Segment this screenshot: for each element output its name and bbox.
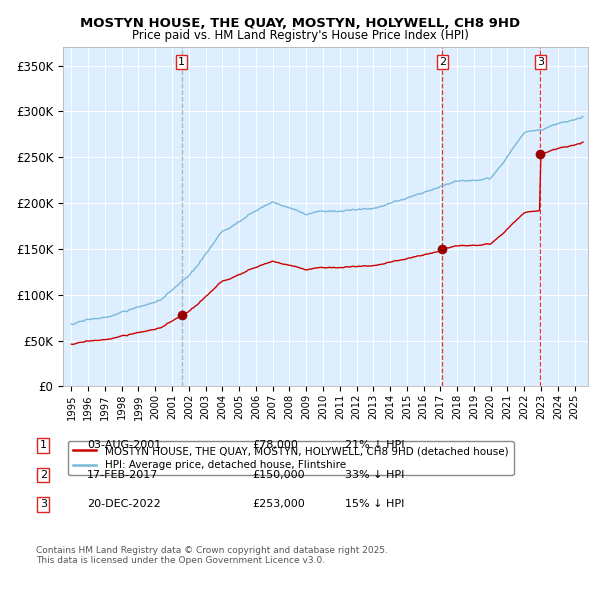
Text: 21% ↓ HPI: 21% ↓ HPI bbox=[345, 441, 404, 450]
Text: 03-AUG-2001: 03-AUG-2001 bbox=[87, 441, 161, 450]
Text: 2: 2 bbox=[439, 57, 446, 67]
Text: 15% ↓ HPI: 15% ↓ HPI bbox=[345, 500, 404, 509]
Text: Contains HM Land Registry data © Crown copyright and database right 2025.
This d: Contains HM Land Registry data © Crown c… bbox=[36, 546, 388, 565]
Text: 1: 1 bbox=[40, 441, 47, 450]
Text: 20-DEC-2022: 20-DEC-2022 bbox=[87, 500, 161, 509]
Text: 3: 3 bbox=[537, 57, 544, 67]
Text: MOSTYN HOUSE, THE QUAY, MOSTYN, HOLYWELL, CH8 9HD: MOSTYN HOUSE, THE QUAY, MOSTYN, HOLYWELL… bbox=[80, 17, 520, 30]
Legend: MOSTYN HOUSE, THE QUAY, MOSTYN, HOLYWELL, CH8 9HD (detached house), HPI: Average: MOSTYN HOUSE, THE QUAY, MOSTYN, HOLYWELL… bbox=[68, 441, 514, 476]
Text: Price paid vs. HM Land Registry's House Price Index (HPI): Price paid vs. HM Land Registry's House … bbox=[131, 30, 469, 42]
Text: £78,000: £78,000 bbox=[252, 441, 298, 450]
Text: £253,000: £253,000 bbox=[252, 500, 305, 509]
Text: 3: 3 bbox=[40, 500, 47, 509]
Text: 17-FEB-2017: 17-FEB-2017 bbox=[87, 470, 158, 480]
Text: 2: 2 bbox=[40, 470, 47, 480]
Text: £150,000: £150,000 bbox=[252, 470, 305, 480]
Text: 33% ↓ HPI: 33% ↓ HPI bbox=[345, 470, 404, 480]
Text: 1: 1 bbox=[178, 57, 185, 67]
